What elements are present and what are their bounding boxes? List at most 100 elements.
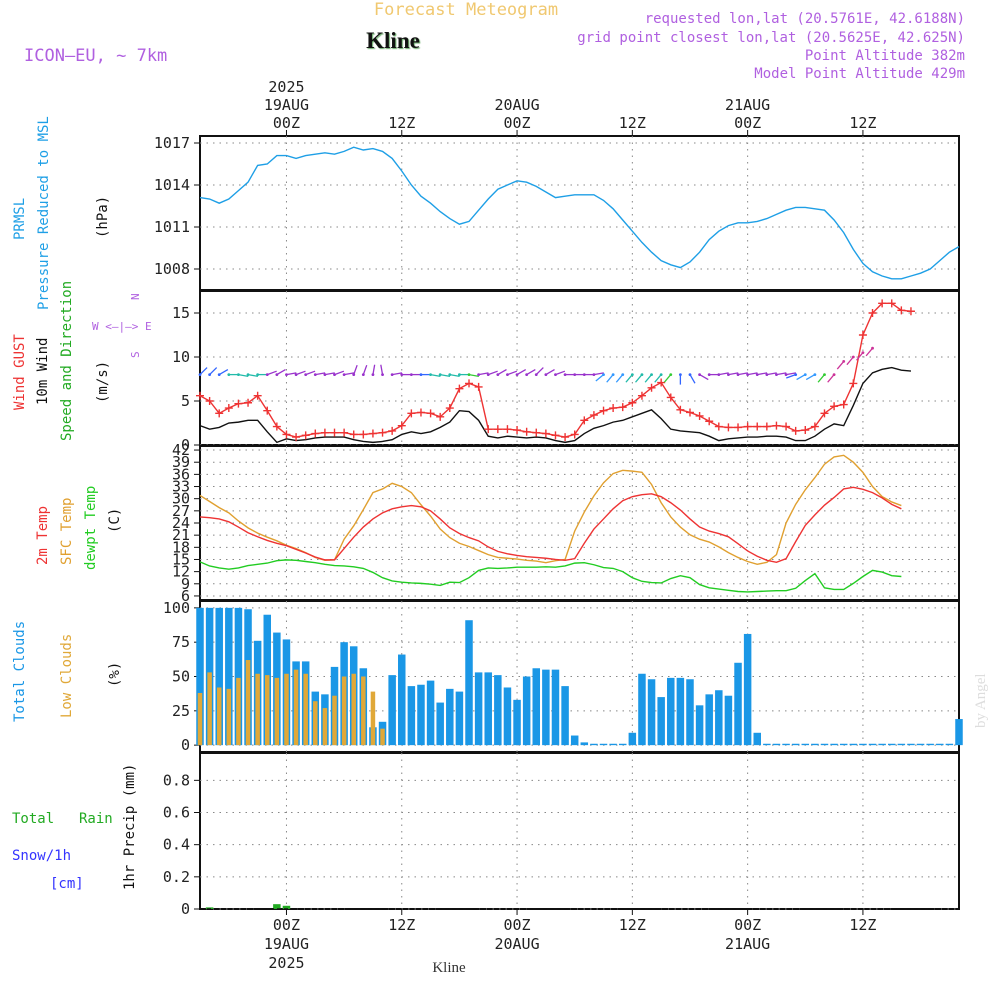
gust-marker (868, 309, 877, 317)
wind-direction-arrow (805, 374, 816, 381)
cm-unit-label: [cm] (50, 876, 84, 892)
precip-labels: Total Rain Snow/1h [cm] 1hr Precip (mm) (12, 764, 138, 892)
gust-marker (599, 406, 608, 415)
total-clouds-bar (715, 690, 723, 746)
gust-marker (416, 408, 425, 417)
total-label: Total (12, 811, 54, 827)
gust-marker (272, 422, 281, 431)
wind-arrow-head (554, 373, 557, 376)
wind-direction-arrow (593, 372, 604, 376)
total-clouds-bar (570, 735, 579, 746)
wind-arrow-head (458, 373, 461, 376)
total-clouds-bar (782, 743, 790, 746)
gust-marker (734, 423, 743, 432)
gust-marker (522, 427, 531, 436)
total-clouds-bar (465, 620, 473, 746)
total-clouds-bar (494, 675, 502, 746)
wind-arrow-head (381, 373, 384, 376)
wind-arrow-head (208, 373, 212, 376)
wind-arrow-head (506, 373, 509, 376)
wind-arrow-head (323, 373, 327, 376)
wind-arrow-head (515, 373, 519, 376)
low-clouds-bar (293, 669, 299, 746)
wind-arrow-head (467, 373, 471, 376)
wind-direction-arrow (324, 372, 335, 376)
temp-tick-label: 24 (172, 514, 190, 532)
gust-marker (436, 412, 445, 421)
wind-arrow-head (544, 373, 548, 376)
wind-arrow-head (650, 373, 653, 376)
top-time-label: 21AUG (725, 96, 770, 114)
wind-direction-arrow (817, 374, 825, 383)
precip-tick-label: 0 (181, 900, 190, 918)
wind-direction-arrow (737, 372, 748, 376)
total-clouds-bar (887, 743, 896, 746)
temp-tick-label: 36 (172, 465, 190, 483)
total-clouds-bar (686, 679, 694, 746)
low-clouds-bar (313, 701, 318, 746)
wind-direction-arrow (644, 374, 653, 383)
compass-south: S (129, 351, 142, 358)
temp-labels: 2m Temp SFC Temp dewpt Temp (C) (35, 486, 123, 570)
wind-direction-arrow (507, 370, 518, 376)
wind-10m-label: 10m Wind (35, 338, 51, 405)
data-layer (196, 146, 963, 910)
wind-direction-arrow (315, 372, 326, 376)
wind-direction-arrow (625, 374, 633, 383)
pressure-tick-label: 1014 (154, 176, 190, 194)
total-clouds-bar (417, 684, 425, 746)
temp-tick-label: 6 (181, 587, 190, 605)
temp-tick-label: 39 (172, 453, 190, 471)
wind-arrow-head (621, 373, 625, 376)
gust-marker (465, 379, 474, 388)
gust-marker (541, 429, 550, 438)
clouds-tick-label: 25 (172, 702, 190, 720)
gust-marker (340, 428, 349, 437)
gust-marker (205, 397, 214, 405)
wind-direction-arrow (344, 372, 355, 376)
wind-direction-arrow (545, 369, 555, 376)
wind-arrow-head (775, 373, 778, 376)
gust-marker (628, 398, 637, 407)
pressure-frame (199, 135, 960, 291)
gust-marker (378, 428, 387, 437)
wind-tick-label: 5 (181, 392, 190, 410)
total-clouds-bar (599, 743, 608, 746)
gust-marker (762, 422, 771, 431)
dewpt-line (199, 559, 902, 593)
pressure-labels: PRMSL Pressure Reduced to MSL (hPa) (12, 116, 111, 310)
total-clouds-bar (945, 743, 954, 746)
total-clouds-bar (734, 662, 742, 746)
chart-title: Forecast Meteogram (374, 0, 558, 20)
wind-arrow-head (765, 373, 769, 376)
wind-arrow-head (698, 373, 701, 376)
wind-speed-dir-label: Speed and Direction (59, 281, 75, 441)
top-time-label: 00Z (734, 114, 761, 132)
total-clouds-bar (196, 607, 204, 746)
gust-marker (234, 399, 243, 408)
wind-direction-arrow (728, 372, 739, 376)
bottom-time-label: 12Z (849, 916, 876, 934)
wind-arrow-head (669, 373, 673, 376)
wind-arrow-head (602, 373, 605, 376)
total-clouds-bar (849, 743, 858, 746)
clouds-tick-label: 0 (181, 736, 190, 754)
total-clouds-bar (513, 699, 521, 746)
wind-arrow-head (640, 373, 644, 376)
axes-layer: 1008101110141017051015691215182124273033… (154, 78, 960, 972)
gust-marker (215, 409, 224, 418)
low-clouds-bar (274, 677, 280, 746)
wind-direction-arrow (776, 372, 787, 376)
bottom-time-label: 00Z (273, 916, 300, 934)
wind-arrow-head (361, 373, 365, 376)
wind-arrow-head (371, 373, 375, 376)
total-clouds-bar (426, 680, 435, 746)
total-clouds-bar (916, 743, 925, 746)
wind-direction-arrow (846, 356, 854, 366)
total-clouds-bar (695, 705, 704, 746)
wind-arrow-head (237, 373, 240, 376)
wind-arrow-head (717, 373, 721, 376)
gust-marker (359, 430, 368, 439)
wind-arrow-head (313, 373, 317, 376)
gust-marker (830, 402, 839, 411)
